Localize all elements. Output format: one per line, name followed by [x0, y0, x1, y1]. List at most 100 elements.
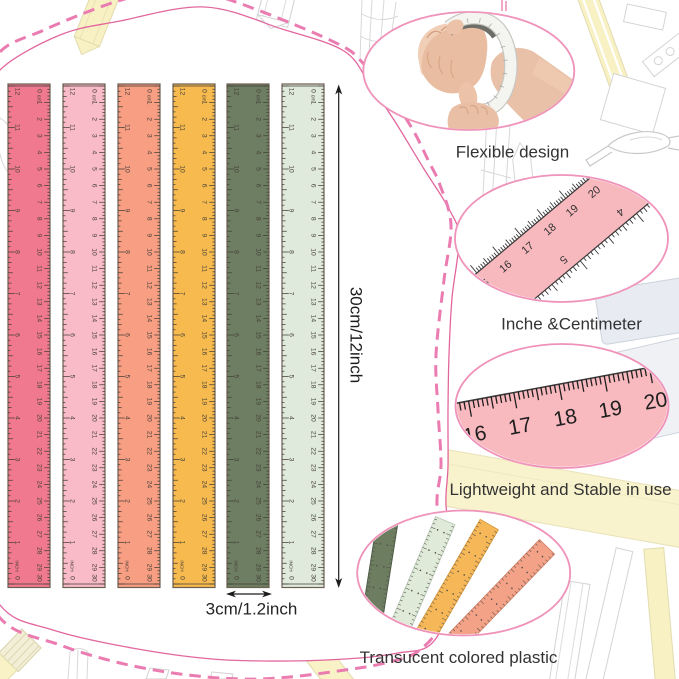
- svg-text:4: 4: [310, 151, 317, 155]
- svg-text:16: 16: [201, 348, 208, 356]
- svg-text:3cm/1.2inch: 3cm/1.2inch: [206, 600, 298, 619]
- svg-text:8: 8: [146, 217, 153, 221]
- svg-text:18: 18: [91, 381, 98, 389]
- svg-text:3: 3: [201, 134, 208, 138]
- svg-text:9: 9: [178, 209, 185, 213]
- svg-text:6: 6: [68, 333, 75, 337]
- svg-text:22: 22: [310, 447, 317, 455]
- svg-text:INCH: INCH: [234, 560, 239, 571]
- svg-text:3: 3: [146, 134, 153, 138]
- svg-text:11: 11: [146, 265, 153, 272]
- svg-text:11: 11: [178, 124, 185, 131]
- svg-text:10: 10: [146, 248, 153, 256]
- svg-text:9: 9: [91, 234, 98, 238]
- svg-text:23: 23: [310, 464, 317, 472]
- svg-text:6: 6: [232, 333, 239, 337]
- svg-text:11: 11: [201, 265, 208, 272]
- svg-text:cm: cm: [36, 95, 42, 102]
- svg-text:7: 7: [287, 292, 294, 296]
- svg-text:2: 2: [201, 117, 208, 121]
- svg-text:27: 27: [310, 530, 317, 538]
- svg-text:0: 0: [287, 576, 294, 580]
- svg-text:11: 11: [91, 265, 98, 272]
- svg-text:8: 8: [123, 250, 130, 254]
- svg-text:9: 9: [201, 234, 208, 238]
- svg-text:8: 8: [310, 217, 317, 221]
- svg-text:21: 21: [36, 431, 43, 439]
- svg-text:4: 4: [287, 416, 294, 420]
- svg-text:6: 6: [201, 184, 208, 188]
- svg-text:12: 12: [310, 281, 317, 289]
- svg-text:7: 7: [36, 200, 43, 204]
- svg-text:24: 24: [310, 481, 317, 489]
- svg-text:23: 23: [255, 464, 262, 472]
- svg-text:28: 28: [36, 547, 43, 555]
- svg-text:Transucent colored plastic: Transucent colored plastic: [360, 648, 558, 667]
- svg-text:26: 26: [91, 514, 98, 522]
- svg-text:15: 15: [36, 331, 43, 339]
- svg-text:12: 12: [201, 281, 208, 289]
- svg-text:29: 29: [201, 564, 208, 572]
- svg-text:29: 29: [255, 564, 262, 572]
- svg-text:11: 11: [123, 124, 130, 131]
- svg-text:30: 30: [255, 574, 262, 582]
- svg-text:16: 16: [255, 348, 262, 356]
- svg-text:9: 9: [123, 209, 130, 213]
- svg-text:5: 5: [68, 375, 75, 379]
- svg-text:1: 1: [287, 541, 294, 545]
- svg-text:INCH: INCH: [289, 560, 294, 571]
- svg-text:7: 7: [201, 200, 208, 204]
- svg-text:27: 27: [36, 530, 43, 538]
- svg-text:11: 11: [310, 265, 317, 272]
- svg-text:4: 4: [91, 151, 98, 155]
- svg-text:15: 15: [255, 331, 262, 339]
- svg-text:27: 27: [146, 530, 153, 538]
- svg-text:5: 5: [36, 167, 43, 171]
- svg-text:10: 10: [91, 248, 98, 256]
- svg-text:5: 5: [255, 167, 262, 171]
- svg-text:2: 2: [178, 499, 185, 503]
- svg-text:16: 16: [146, 348, 153, 356]
- svg-text:Inche &Centimeter: Inche &Centimeter: [501, 315, 642, 334]
- svg-text:2: 2: [36, 117, 43, 121]
- svg-text:26: 26: [255, 514, 262, 522]
- svg-text:27: 27: [91, 530, 98, 538]
- svg-text:18: 18: [310, 381, 317, 389]
- svg-text:6: 6: [255, 184, 262, 188]
- svg-text:3: 3: [91, 134, 98, 138]
- svg-text:4: 4: [123, 416, 130, 420]
- svg-text:0: 0: [68, 576, 75, 580]
- svg-text:7: 7: [146, 200, 153, 204]
- svg-text:0: 0: [91, 89, 98, 93]
- svg-text:24: 24: [91, 481, 98, 489]
- svg-text:10: 10: [13, 165, 20, 173]
- svg-text:30: 30: [36, 574, 43, 582]
- svg-text:20: 20: [146, 414, 153, 422]
- svg-text:5: 5: [201, 167, 208, 171]
- svg-text:0: 0: [201, 89, 208, 93]
- svg-text:19: 19: [597, 396, 624, 423]
- svg-text:9: 9: [232, 209, 239, 213]
- svg-text:8: 8: [232, 250, 239, 254]
- svg-text:2: 2: [255, 117, 262, 121]
- svg-text:cm: cm: [91, 95, 97, 102]
- svg-text:7: 7: [232, 292, 239, 296]
- svg-text:0: 0: [178, 576, 185, 580]
- svg-text:14: 14: [146, 315, 153, 323]
- svg-text:1: 1: [201, 101, 208, 105]
- svg-text:1: 1: [310, 101, 317, 105]
- svg-text:5: 5: [13, 375, 20, 379]
- svg-text:7: 7: [91, 200, 98, 204]
- svg-text:15: 15: [146, 331, 153, 339]
- svg-text:9: 9: [36, 234, 43, 238]
- svg-text:26: 26: [36, 514, 43, 522]
- svg-text:4: 4: [146, 151, 153, 155]
- svg-text:13: 13: [310, 298, 317, 306]
- svg-text:18: 18: [146, 381, 153, 389]
- svg-text:20: 20: [310, 414, 317, 422]
- svg-text:2: 2: [68, 499, 75, 503]
- svg-text:0: 0: [13, 576, 20, 580]
- svg-text:28: 28: [201, 547, 208, 555]
- svg-text:3: 3: [310, 134, 317, 138]
- svg-text:8: 8: [91, 217, 98, 221]
